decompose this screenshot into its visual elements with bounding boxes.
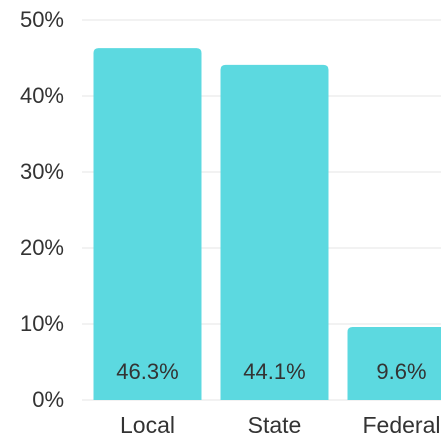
value-label: 9.6% [376, 359, 426, 384]
y-tick-label: 50% [20, 7, 64, 32]
bar [347, 327, 441, 400]
value-label: 44.1% [243, 359, 305, 384]
x-tick-label: State [248, 412, 302, 437]
y-tick-label: 40% [20, 83, 64, 108]
y-tick-label: 20% [20, 235, 64, 260]
value-label: 46.3% [116, 359, 178, 384]
bar [220, 64, 329, 400]
x-tick-label: Federal [363, 412, 441, 437]
bar [93, 48, 202, 401]
y-tick-label: 0% [32, 387, 64, 412]
x-tick-label: Local [120, 412, 175, 437]
y-tick-label: 10% [20, 311, 64, 336]
y-tick-label: 30% [20, 159, 64, 184]
